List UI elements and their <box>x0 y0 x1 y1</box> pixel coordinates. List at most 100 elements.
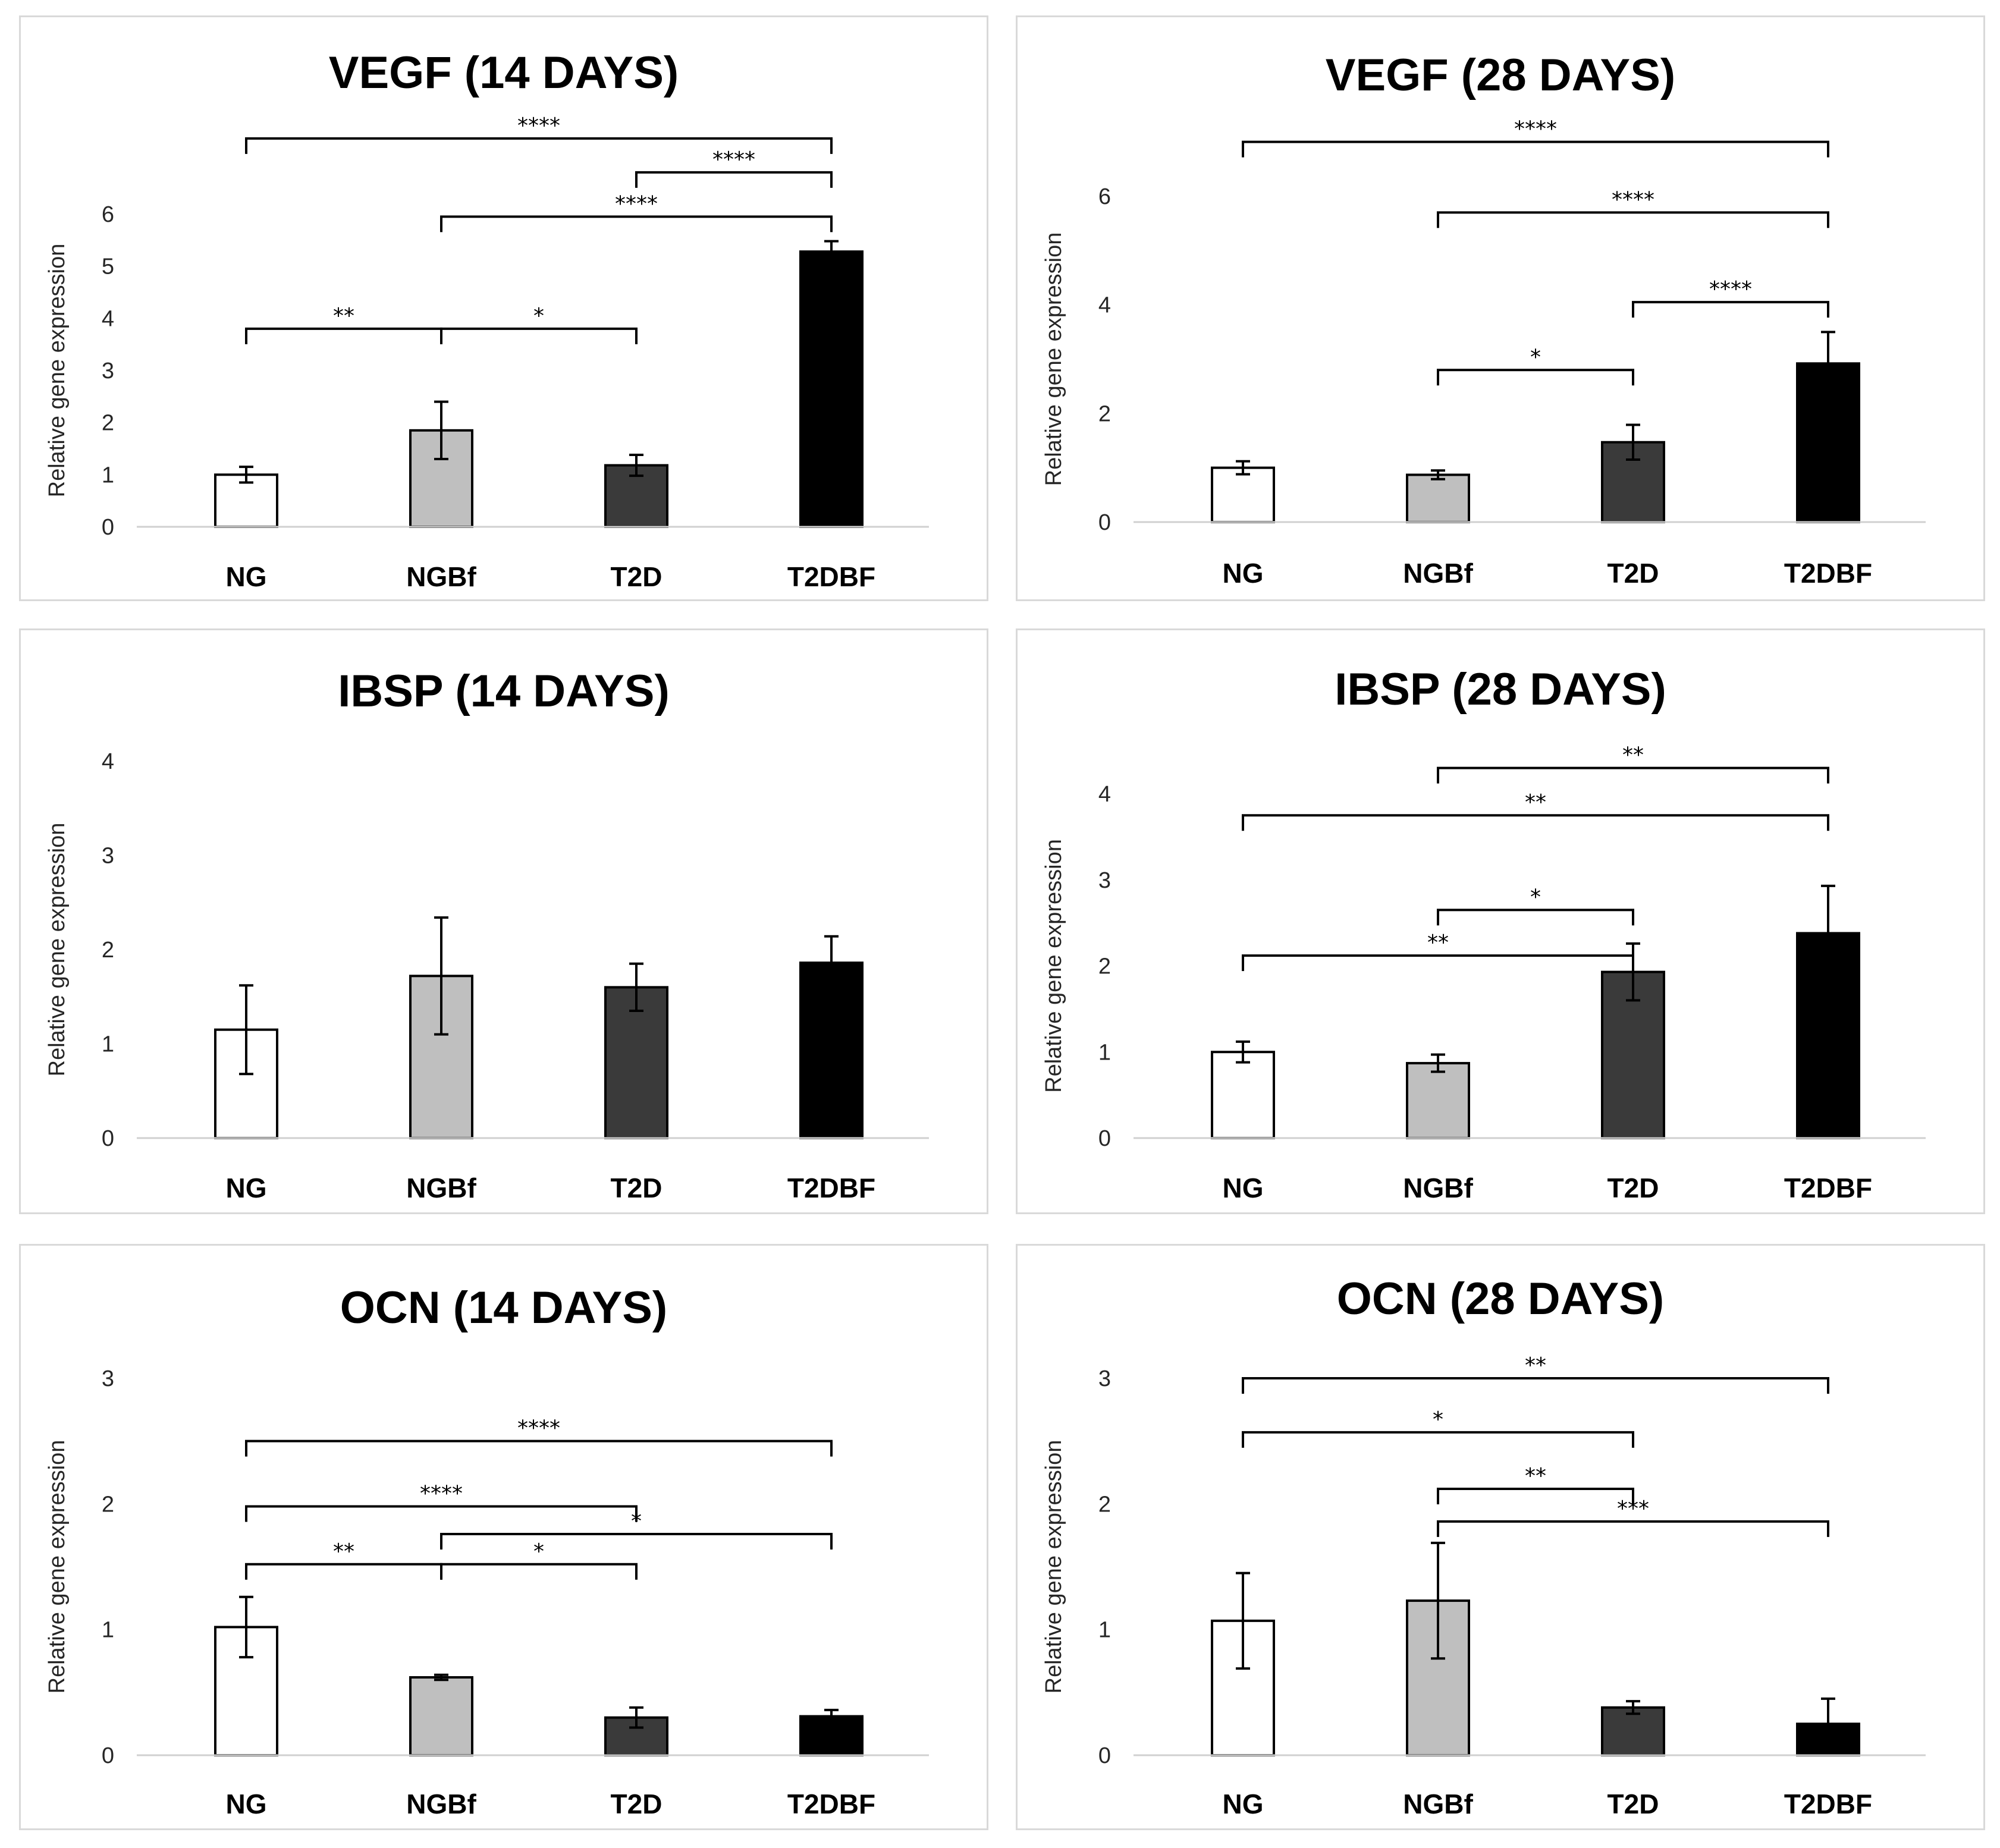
significance-label: **** <box>615 191 658 216</box>
significance-bracket <box>1632 301 1829 318</box>
significance-label: **** <box>712 147 755 172</box>
x-tick-label: NGBf <box>406 1789 476 1819</box>
significance-label: **** <box>517 1416 560 1441</box>
y-tick-label: 2 <box>1098 1492 1111 1517</box>
bar-ngbf <box>1406 473 1470 523</box>
significance-bracket <box>1242 1377 1829 1394</box>
significance-label: * <box>1530 345 1541 369</box>
x-tick-label: T2DBF <box>1784 558 1872 589</box>
significance-label: ** <box>333 304 354 328</box>
y-tick-label: 6 <box>1098 184 1111 209</box>
y-tick-label: 4 <box>102 749 114 774</box>
error-bar <box>239 1595 253 1659</box>
error-bar <box>629 1706 643 1729</box>
x-tick-label: T2D <box>1607 558 1659 589</box>
significance-label: * <box>1433 1407 1443 1432</box>
error-bar <box>434 400 448 461</box>
significance-label: **** <box>1514 117 1557 142</box>
y-tick-label: 2 <box>102 411 114 436</box>
y-axis-label: Relative gene expression <box>45 823 70 1077</box>
error-bar <box>629 962 643 1013</box>
bar-t2d <box>604 986 668 1140</box>
bar-t2d <box>1601 1706 1665 1757</box>
error-bar <box>1236 460 1250 476</box>
y-axis-label: Relative gene expression <box>1041 839 1066 1093</box>
significance-label: ** <box>1525 1464 1546 1488</box>
x-tick-label: NGBf <box>406 561 476 592</box>
error-bar <box>239 984 253 1076</box>
y-tick-label: 3 <box>1098 1366 1111 1391</box>
error-bar <box>1821 1697 1835 1750</box>
error-bar <box>1821 331 1835 397</box>
chart-title: OCN (28 DAYS) <box>1337 1274 1664 1324</box>
y-tick-label: 3 <box>1098 868 1111 893</box>
significance-bracket <box>1242 954 1634 972</box>
y-tick-label: 1 <box>102 463 114 488</box>
y-tick-label: 2 <box>102 938 114 963</box>
y-axis-label: Relative gene expression <box>45 1440 70 1694</box>
x-tick-label: T2DBF <box>1784 1789 1872 1819</box>
x-tick-label: T2D <box>1607 1789 1659 1819</box>
y-tick-label: 6 <box>102 202 114 227</box>
significance-label: ** <box>333 1539 354 1564</box>
x-tick-label: NGBf <box>406 1173 476 1203</box>
significance-bracket <box>1437 369 1634 386</box>
x-tick-label: NGBf <box>1403 1173 1473 1203</box>
x-tick-label: NGBf <box>1403 558 1473 589</box>
y-tick-label: 0 <box>1098 1126 1111 1151</box>
x-tick-label: NG <box>1223 1789 1264 1819</box>
chart-title: IBSP (28 DAYS) <box>1335 664 1666 715</box>
error-bar <box>434 916 448 1036</box>
chart-title: VEGF (14 DAYS) <box>329 48 679 98</box>
significance-bracket <box>440 327 638 344</box>
x-tick-label: T2DBF <box>787 1789 875 1819</box>
significance-label: * <box>533 1539 544 1564</box>
x-tick-label: T2DBF <box>787 561 875 592</box>
significance-label: **** <box>1709 277 1752 301</box>
significance-bracket <box>1242 814 1829 831</box>
x-tick-label: NG <box>1223 1173 1264 1203</box>
y-tick-label: 2 <box>1098 401 1111 426</box>
bar-ngbf <box>409 1676 473 1757</box>
significance-bracket <box>440 1563 638 1580</box>
y-tick-label: 1 <box>102 1618 114 1643</box>
error-bar <box>1236 1040 1250 1064</box>
error-bar <box>824 935 839 991</box>
error-bar <box>434 1673 448 1682</box>
y-tick-label: 3 <box>102 359 114 384</box>
error-bar <box>1626 423 1640 461</box>
error-bar <box>629 454 643 477</box>
chart-title: IBSP (14 DAYS) <box>338 666 670 716</box>
error-bar <box>1626 1700 1640 1715</box>
significance-label: ** <box>1525 790 1546 815</box>
x-tick-label: T2D <box>1607 1173 1659 1203</box>
significance-label: **** <box>1612 187 1654 212</box>
significance-label: ** <box>1525 1353 1546 1378</box>
error-bar <box>824 240 839 263</box>
error-bar <box>1431 1053 1445 1073</box>
y-tick-label: 0 <box>102 1126 114 1151</box>
significance-label: * <box>1530 885 1541 909</box>
x-tick-label: T2D <box>611 561 663 592</box>
bar-t2dbf <box>799 961 864 1139</box>
significance-bracket <box>1437 1487 1634 1504</box>
error-bar <box>1821 884 1835 982</box>
x-tick-label: NG <box>226 1173 267 1203</box>
significance-bracket <box>245 1440 833 1457</box>
y-axis-label: Relative gene expression <box>1041 232 1066 486</box>
significance-label: **** <box>517 114 560 138</box>
y-tick-label: 4 <box>102 306 114 331</box>
significance-bracket <box>440 215 833 232</box>
error-bar <box>1236 1572 1250 1670</box>
significance-label: * <box>631 1509 642 1533</box>
significance-label: **** <box>420 1482 463 1506</box>
y-tick-label: 2 <box>1098 954 1111 979</box>
chart-title: OCN (14 DAYS) <box>340 1283 667 1333</box>
